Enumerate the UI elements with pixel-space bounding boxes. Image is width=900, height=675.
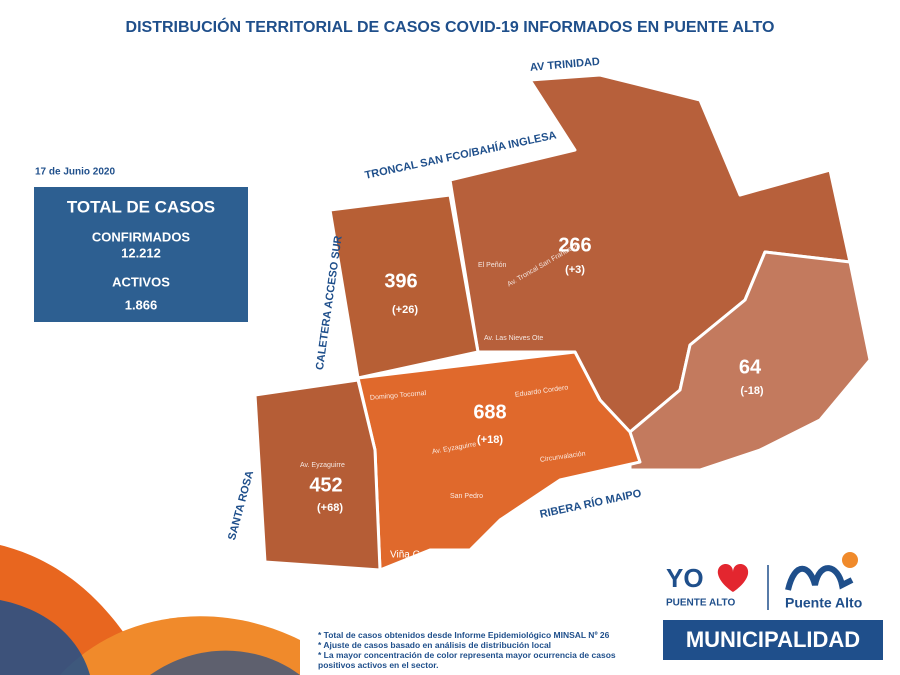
logo-sun (842, 552, 858, 568)
sector (253, 378, 382, 572)
sector-change: (-18) (740, 385, 764, 397)
note: * Total de casos obtenidos desde Informe… (318, 630, 610, 640)
logo-text: Puente Alto (785, 595, 862, 611)
sector-change: (+68) (317, 502, 343, 514)
road-label: SANTA ROSA (226, 469, 256, 541)
sector-cases: 688 (473, 401, 506, 423)
street-label: El Peñón (478, 262, 507, 269)
sector-cases: 64 (739, 356, 762, 378)
municipality-box (663, 620, 883, 660)
logo-mark (785, 565, 854, 591)
title: DISTRIBUCIÓN TERRITORIAL DE CASOS COVID-… (126, 17, 775, 36)
notes: * Total de casos obtenidos desde Informe… (318, 630, 648, 670)
street-label: Viña Concha (390, 550, 448, 561)
decoration (150, 650, 300, 675)
summary-box (34, 187, 248, 322)
municipality-text: MUNICIPALIDAD (686, 627, 860, 652)
date: 17 de Junio 2020 (35, 167, 115, 178)
sector-change: (+18) (477, 434, 503, 446)
logo-text: PUENTE ALTO (666, 598, 735, 609)
decoration (0, 600, 90, 675)
sector (328, 193, 480, 380)
note: * Ajuste de casos basado en análisis de … (318, 640, 552, 650)
street-label: Av. Las Nieves Ote (484, 335, 543, 342)
summary-label: ACTIVOS (112, 274, 170, 289)
summary-title: TOTAL DE CASOS (67, 197, 215, 216)
street-label: San Pedro (450, 493, 483, 500)
summary-label: CONFIRMADOS (92, 229, 191, 244)
logo-heart (717, 563, 749, 592)
road-label: RIBERA RÍO MAIPO (539, 486, 643, 520)
summary-value: 1.866 (125, 297, 158, 312)
road-label: AV TRINIDAD (529, 56, 600, 74)
summary-value: 12.212 (121, 245, 161, 260)
sector-cases: 452 (309, 474, 342, 496)
street-label: Av. Eyzaguirre (300, 462, 345, 469)
sector-cases: 266 (558, 234, 591, 256)
sector (628, 250, 872, 472)
logo-text: YO (666, 563, 704, 593)
note: * La mayor concentración de color repres… (318, 650, 616, 670)
sector-change: (+26) (392, 304, 418, 316)
sector-cases: 396 (384, 270, 417, 292)
sector-change: (+3) (565, 264, 585, 276)
street-label: Domingo Tocornal (370, 390, 427, 402)
road-label: CALETERA ACCESO SUR (314, 235, 345, 371)
